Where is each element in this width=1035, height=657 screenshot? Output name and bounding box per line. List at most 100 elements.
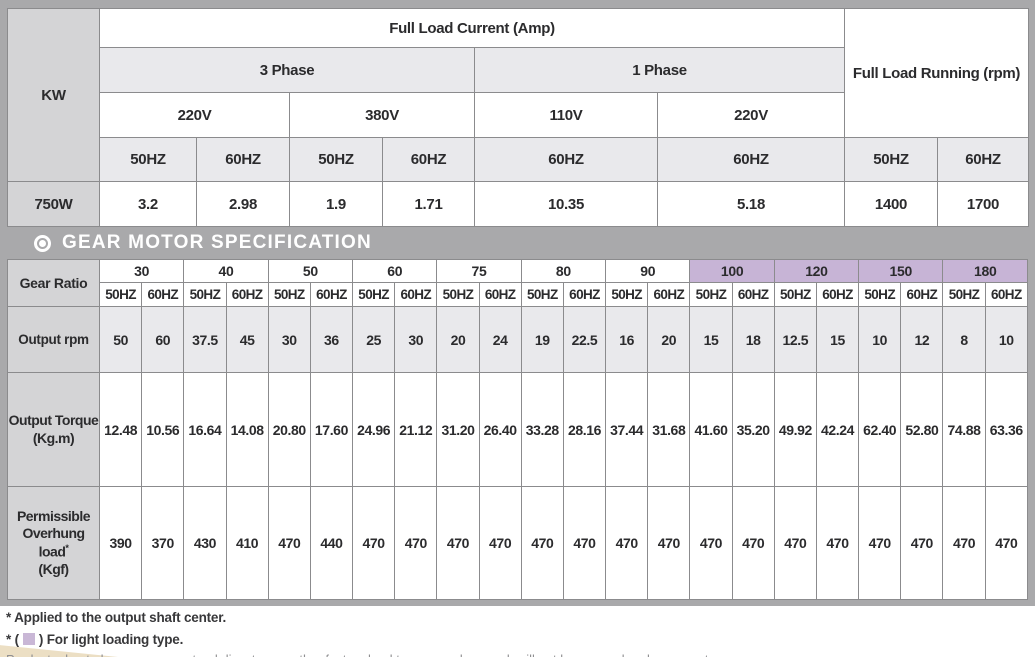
freq-subheader-cell: 60HZ [815, 282, 860, 307]
torque-value-cell: 52.80 [900, 372, 944, 487]
phase-3-cell: 3 Phase [99, 47, 475, 93]
freq-subheader-cell: 60HZ [141, 282, 185, 307]
rpm-value-cell: 15 [689, 306, 733, 373]
current-value-cell: 3.2 [99, 181, 197, 227]
freq-subheader-cell: 60HZ [394, 282, 438, 307]
rpm-value-cell: 12.5 [773, 306, 817, 373]
freq-subheader-cell: 50HZ [267, 282, 311, 307]
freq-header-cell: 60HZ [196, 137, 290, 182]
load-value-cell: 470 [858, 486, 902, 600]
freq-subheader-cell: 60HZ [562, 282, 607, 307]
footnote-shaft-center: * Applied to the output shaft center. [6, 610, 227, 625]
load-value-cell: 470 [731, 486, 775, 600]
rpm-value-cell: 24 [478, 306, 522, 373]
freq-subheader-cell: 60HZ [478, 282, 522, 307]
torque-value-cell: 37.44 [605, 372, 649, 487]
rpm-value-cell: 18 [731, 306, 775, 373]
torque-value-cell: 26.40 [478, 372, 522, 487]
table-row: 750W 3.2 2.98 1.9 1.71 10.35 5.18 1400 1… [7, 181, 1030, 227]
rpm-value-cell: 25 [352, 306, 396, 373]
freq-subheader-cell: 50HZ [689, 282, 733, 307]
voltage-cell: 220V [657, 92, 845, 138]
load-value-cell: 470 [647, 486, 691, 600]
running-value-cell: 1700 [936, 181, 1030, 227]
output-torque-label-cell: Output Torque (Kg.m) [7, 372, 100, 487]
freq-subheader-cell: 50HZ [183, 282, 227, 307]
load-value-cell: 470 [478, 486, 522, 600]
freq-subheader-cell: 50HZ [436, 282, 480, 307]
rpm-value-cell: 10 [984, 306, 1029, 373]
freq-subheader-cell: 60HZ [647, 282, 691, 307]
current-value-cell: 1.9 [289, 181, 383, 227]
freq-subheader-cell: 60HZ [984, 282, 1029, 307]
gear-ratio-cell-light: 100 [689, 259, 775, 283]
gear-ratio-cell-light: 180 [942, 259, 1028, 283]
load-value-cell: 470 [394, 486, 438, 600]
load-value-cell: 470 [984, 486, 1029, 600]
current-value-cell: 10.35 [474, 181, 658, 227]
torque-value-cell: 62.40 [858, 372, 902, 487]
rpm-value-cell: 20 [436, 306, 480, 373]
freq-header-cell: 50HZ [844, 137, 938, 182]
gear-ratio-cell-light: 150 [858, 259, 944, 283]
load-value-cell: 470 [815, 486, 860, 600]
footnotes: * Applied to the output shaft center. * … [6, 607, 1030, 657]
rpm-value-cell: 16 [605, 306, 649, 373]
load-value-cell: 410 [225, 486, 269, 600]
torque-value-cell: 16.64 [183, 372, 227, 487]
current-value-cell: 5.18 [657, 181, 845, 227]
model-cell: 750W [7, 181, 100, 227]
rpm-value-cell: 22.5 [562, 306, 607, 373]
torque-value-cell: 28.16 [562, 372, 607, 487]
running-value-cell: 1400 [844, 181, 938, 227]
rpm-value-cell: 12 [900, 306, 944, 373]
load-value-cell: 470 [689, 486, 733, 600]
running-title-cell: Full Load Running (rpm) [843, 8, 1030, 138]
rpm-value-cell: 30 [394, 306, 438, 373]
freq-header-cell: 60HZ [474, 137, 658, 182]
current-value-cell: 1.71 [382, 181, 475, 227]
current-value-cell: 2.98 [196, 181, 290, 227]
load-value-cell: 470 [900, 486, 944, 600]
freq-subheader-cell: 50HZ [605, 282, 649, 307]
gear-ratio-cell: 50 [267, 259, 354, 283]
torque-value-cell: 31.68 [647, 372, 691, 487]
gear-ratio-cell-light: 120 [773, 259, 860, 283]
torque-value-cell: 21.12 [394, 372, 438, 487]
output-rpm-label-cell: Output rpm [7, 306, 100, 373]
table-row: Output Torque (Kg.m) 12.48 10.56 16.64 1… [7, 372, 1029, 487]
freq-subheader-cell: 50HZ [98, 282, 143, 307]
torque-value-cell: 63.36 [984, 372, 1029, 487]
current-title-cell: Full Load Current (Amp) [99, 8, 845, 48]
bullseye-icon [34, 234, 51, 252]
torque-value-cell: 14.08 [225, 372, 269, 487]
load-value-cell: 470 [436, 486, 480, 600]
torque-value-cell: 20.80 [267, 372, 311, 487]
load-value-cell: 430 [183, 486, 227, 600]
gear-ratio-label-cell: Gear Ratio [7, 259, 100, 307]
table-row: Permissible Overhung load* (Kgf) 390 370… [7, 486, 1029, 600]
load-value-cell: 470 [942, 486, 986, 600]
torque-value-cell: 42.24 [815, 372, 860, 487]
section-title: GEAR MOTOR SPECIFICATION [62, 232, 372, 253]
freq-header-cell: 60HZ [936, 137, 1030, 182]
rpm-value-cell: 8 [942, 306, 986, 373]
freq-subheader-cell: 50HZ [942, 282, 986, 307]
freq-subheader-cell: 50HZ [352, 282, 396, 307]
footnote-warranty: Products due to human error, natural dis… [6, 652, 1030, 657]
section-header: GEAR MOTOR SPECIFICATION [7, 227, 1028, 259]
torque-value-cell: 35.20 [731, 372, 775, 487]
voltage-cell: 380V [289, 92, 475, 138]
gear-ratio-cell: 30 [98, 259, 185, 283]
gear-ratio-cell: 60 [352, 259, 438, 283]
voltage-cell: 220V [99, 92, 290, 138]
gear-ratio-cell: 80 [520, 259, 607, 283]
freq-subheader-cell: 50HZ [773, 282, 817, 307]
freq-header-cell: 60HZ [657, 137, 845, 182]
table-row: Output rpm 50 60 37.5 45 30 36 25 30 20 … [7, 306, 1029, 373]
torque-value-cell: 41.60 [689, 372, 733, 487]
voltage-cell: 110V [474, 92, 658, 138]
rpm-value-cell: 19 [520, 306, 564, 373]
rpm-value-cell: 37.5 [183, 306, 227, 373]
load-value-cell: 470 [605, 486, 649, 600]
